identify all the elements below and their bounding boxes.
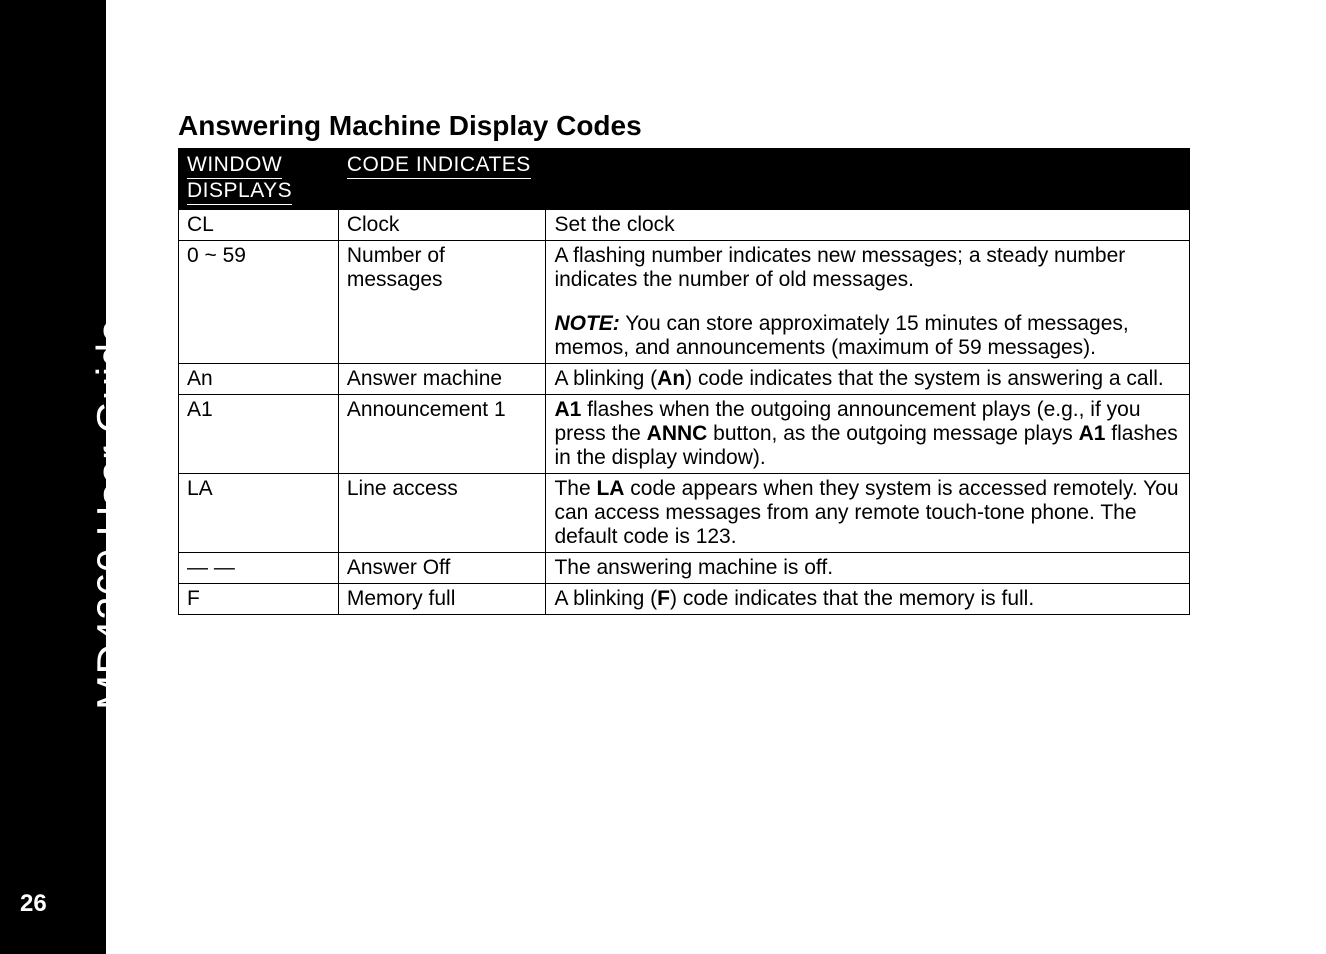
table-row: F Memory full A blinking (F) code indica… <box>179 584 1190 615</box>
cell-code: A1 <box>179 395 339 474</box>
table-row: A1 Announcement 1 A1 flashes when the ou… <box>179 395 1190 474</box>
left-bar: MD4260 User Guide 26 <box>0 0 106 954</box>
cell-indicates: Memory full <box>338 584 546 615</box>
table-row: CL Clock Set the clock <box>179 210 1190 241</box>
table-row: An Answer machine A blinking (An) code i… <box>179 364 1190 395</box>
cell-indicates: Answer machine <box>338 364 546 395</box>
cell-desc: The LA code appears when they system is … <box>546 474 1190 553</box>
cell-desc: A blinking (An) code indicates that the … <box>546 364 1190 395</box>
header-window-displays: WINDOW DISPLAYS <box>179 149 339 210</box>
cell-code: CL <box>179 210 339 241</box>
cell-indicates: Line access <box>338 474 546 553</box>
cell-desc: A blinking (F) code indicates that the m… <box>546 584 1190 615</box>
table-header-row: WINDOW DISPLAYS CODE INDICATES <box>179 149 1190 210</box>
cell-indicates: Clock <box>338 210 546 241</box>
table-row: — — Answer Off The answering machine is … <box>179 553 1190 584</box>
cell-code: LA <box>179 474 339 553</box>
spine-title: MD4260 User Guide <box>88 319 136 710</box>
cell-indicates: Number of messages <box>338 241 546 364</box>
section-title: Answering Machine Display Codes <box>178 110 1190 142</box>
cell-desc: A flashing number indicates new messages… <box>546 241 1190 364</box>
cell-desc: Set the clock <box>546 210 1190 241</box>
page-number: 26 <box>20 890 47 918</box>
cell-code: An <box>179 364 339 395</box>
cell-code: F <box>179 584 339 615</box>
page-content: Answering Machine Display Codes WINDOW D… <box>178 110 1190 615</box>
header-empty <box>546 149 1190 210</box>
cell-indicates: Announcement 1 <box>338 395 546 474</box>
table-row: 0 ~ 59 Number of messages A flashing num… <box>179 241 1190 364</box>
cell-desc: The answering machine is off. <box>546 553 1190 584</box>
header-code-indicates: CODE INDICATES <box>338 149 546 210</box>
cell-code: — — <box>179 553 339 584</box>
cell-indicates: Answer Off <box>338 553 546 584</box>
cell-code: 0 ~ 59 <box>179 241 339 364</box>
table-row: LA Line access The LA code appears when … <box>179 474 1190 553</box>
cell-desc: A1 flashes when the outgoing announcemen… <box>546 395 1190 474</box>
codes-table: WINDOW DISPLAYS CODE INDICATES CL Clock … <box>178 148 1190 615</box>
